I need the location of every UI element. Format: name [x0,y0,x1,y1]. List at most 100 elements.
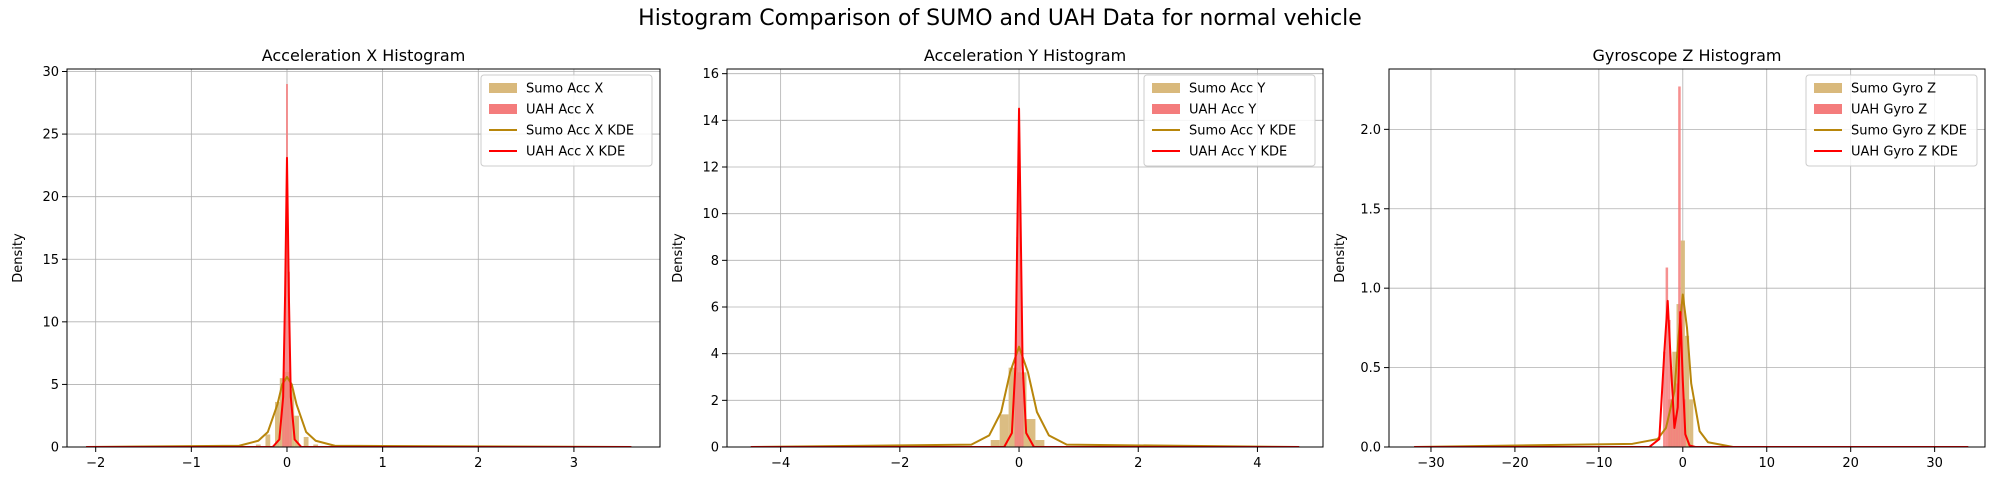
x-tick-label: 2 [474,456,482,471]
legend-uah-hist-swatch [1814,104,1842,114]
sumo-hist-bar [275,401,280,447]
legend-box [480,74,653,167]
sumo-hist-bar [303,436,309,447]
legend-label: Sumo Gyro Z [1851,82,1936,97]
figure-suptitle: Histogram Comparison of SUMO and UAH Dat… [638,6,1362,31]
uah-hist-bar [1018,120,1020,447]
legend-box [1143,74,1316,167]
sumo-hist-bar [1035,440,1045,447]
legend-label: UAH Acc Y [1189,103,1256,118]
plot-frame [66,68,661,448]
legend-label: UAH Acc X KDE [526,145,625,160]
legend-label: Sumo Gyro Z KDE [1851,124,1967,139]
y-tick-label: 25 [42,128,59,143]
uah-hist-bar [1663,351,1666,447]
legend-box [1805,74,1978,167]
y-tick-label: 30 [42,65,59,80]
x-tick-label: 10 [1758,456,1775,471]
sumo-hist-bar [294,415,299,447]
y-tick-label: 10 [702,207,719,222]
uah-kde-line [750,107,1300,447]
x-tick-label: −2 [86,456,105,471]
legend-uah-hist-swatch [1152,104,1180,114]
plot-frame [726,68,1324,448]
uah-hist-bar [286,84,288,447]
y-tick-label: 6 [711,301,719,316]
x-tick-label: 30 [1926,456,1943,471]
x-tick-label: −1 [182,456,201,471]
uah-hist-bar [1670,399,1674,447]
legend-label: UAH Gyro Z KDE [1851,145,1958,160]
y-axis-label: Density [1333,233,1348,283]
y-tick-label: 0.0 [1360,441,1381,456]
y-tick-label: 5 [51,378,59,393]
sumo-hist-bar [255,444,261,447]
x-tick-label: −10 [1585,456,1612,471]
sumo-hist-bar [1026,419,1036,447]
sumo-kde-line [86,375,632,447]
plot-frame [1388,68,1986,448]
y-axis-label: Density [671,233,686,283]
sumo-hist-bar [1689,399,1694,447]
y-tick-label: 1.0 [1360,282,1381,297]
legend: Sumo Acc Y UAH Acc Y Sumo Acc Y KDE UAH Acc… [1143,74,1316,167]
x-tick-label: 2 [1134,456,1142,471]
y-tick-label: 12 [702,161,719,176]
legend-sumo-hist-swatch [1814,83,1842,93]
y-tick-label: 0.5 [1360,361,1381,376]
uah-hist-bar [1668,319,1671,447]
x-tick-label: 0 [1679,456,1687,471]
sumo-hist-bar [999,414,1009,447]
chart-2: −4 −2 0 2 4 0 2 4 6 8 10 12 14 16 Acceleration Y Histo… [671,46,1324,471]
x-tick-label: −30 [1417,456,1444,471]
uah-hist-bar [1021,377,1024,447]
uah-hist-bar [1665,267,1669,447]
uah-hist-bar [289,396,292,447]
legend: Sumo Acc X UAH Acc X Sumo Acc X KDE UAH Acc… [480,74,653,167]
plot-area [750,107,1300,447]
y-axis-label: Density [11,233,26,283]
chart-title: Acceleration Y Histogram [924,46,1126,65]
legend-label: UAH Acc X [526,103,594,118]
sumo-kde-line [750,345,1300,447]
x-tick-label: 3 [570,456,578,471]
y-tick-label: 14 [702,114,719,129]
sumo-hist-bar [313,444,319,447]
y-tick-label: 1.5 [1360,202,1381,217]
legend-label: Sumo Acc X [526,82,603,97]
uah-hist-bar [1673,415,1676,447]
x-tick-label: −2 [890,456,909,471]
legend-label: Sumo Acc Y [1189,82,1265,97]
y-tick-label: 2 [711,394,719,409]
chart-title: Acceleration X Histogram [262,46,466,65]
uah-hist-bar [1016,237,1019,447]
y-tick-label: 0 [51,441,59,456]
sumo-hist-bar [1684,335,1690,447]
y-tick-label: 4 [711,347,719,362]
plot-area [1414,86,1969,447]
x-tick-label: 1 [378,456,386,471]
chart-title: Gyroscope Z Histogram [1593,46,1782,65]
x-tick-label: 4 [1253,456,1261,471]
uah-hist-bar [287,271,290,447]
y-tick-label: 0 [711,441,719,456]
y-tick-label: 10 [42,315,59,330]
chart-3: −30 −20 −10 0 10 20 30 0.0 0.5 1.0 1.5 2.0 Gyroscope… [1333,46,1986,471]
x-tick-label: −20 [1501,456,1528,471]
plot-area [86,84,632,447]
x-tick-label: 20 [1842,456,1859,471]
uah-kde-line [1414,299,1969,447]
uah-hist-bar [282,384,285,447]
x-tick-label: −4 [771,456,790,471]
x-tick-label: 0 [283,456,291,471]
y-tick-label: 15 [42,253,59,268]
uah-hist-bar [1678,86,1681,447]
y-tick-label: 2.0 [1360,123,1381,138]
legend-sumo-hist-swatch [1152,83,1180,93]
y-tick-label: 8 [711,254,719,269]
y-tick-label: 20 [42,190,59,205]
uah-hist-bar [284,296,287,447]
sumo-hist-bar [265,434,271,447]
